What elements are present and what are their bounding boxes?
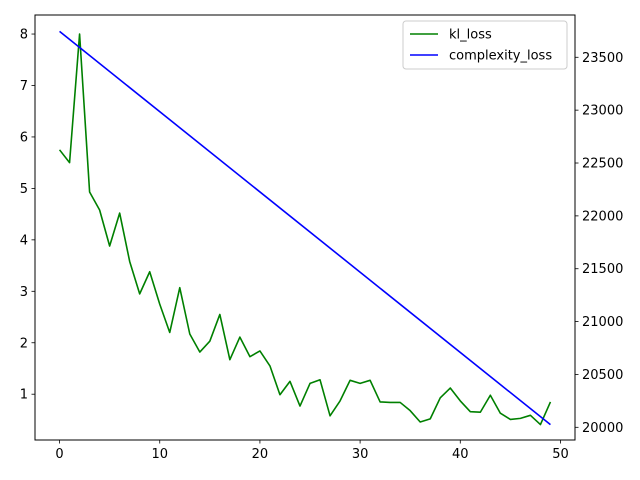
y-tick-label: 7 bbox=[20, 79, 28, 94]
y2-tick-label: 22000 bbox=[582, 209, 623, 224]
legend-box bbox=[402, 20, 568, 70]
axes-frame bbox=[34, 14, 576, 441]
y2-tick-label: 20000 bbox=[582, 421, 623, 436]
y-tick-label: 6 bbox=[20, 130, 28, 145]
legend-label-kl-loss: kl_loss bbox=[449, 28, 492, 43]
legend: kl_loss complexity_loss bbox=[402, 20, 568, 70]
y-tick-label: 1 bbox=[20, 388, 28, 403]
series-layer bbox=[58, 30, 552, 426]
series-line-complexity-loss bbox=[59, 30, 551, 426]
x-tick-label: 0 bbox=[55, 447, 63, 462]
x-axis: 0 10 20 30 40 50 bbox=[55, 440, 569, 462]
legend-label-complexity-loss: complexity_loss bbox=[449, 49, 552, 64]
y2-tick-label: 23000 bbox=[582, 104, 623, 119]
y2-tick-label: 21000 bbox=[582, 315, 623, 330]
y-tick-label: 5 bbox=[20, 182, 28, 197]
x-tick-label: 20 bbox=[252, 447, 269, 462]
y2-tick-label: 20500 bbox=[582, 368, 623, 383]
y-tick-label: 2 bbox=[20, 336, 28, 351]
series-line-kl-loss bbox=[58, 33, 552, 426]
y-tick-label: 3 bbox=[20, 285, 28, 300]
y-tick-label: 4 bbox=[20, 233, 28, 248]
x-tick-label: 40 bbox=[452, 447, 469, 462]
x-tick-label: 10 bbox=[151, 447, 168, 462]
y-axis-right: 20000 20500 21000 21500 22000 22500 23000 23500 bbox=[575, 51, 623, 436]
y2-tick-label: 23500 bbox=[582, 51, 623, 66]
y-tick-label: 8 bbox=[20, 28, 28, 43]
y2-tick-label: 21500 bbox=[582, 262, 623, 277]
x-tick-label: 30 bbox=[352, 447, 369, 462]
y2-tick-label: 22500 bbox=[582, 157, 623, 172]
x-tick-label: 50 bbox=[552, 447, 569, 462]
y-axis-left: 1 2 3 4 5 6 7 8 bbox=[20, 28, 35, 403]
